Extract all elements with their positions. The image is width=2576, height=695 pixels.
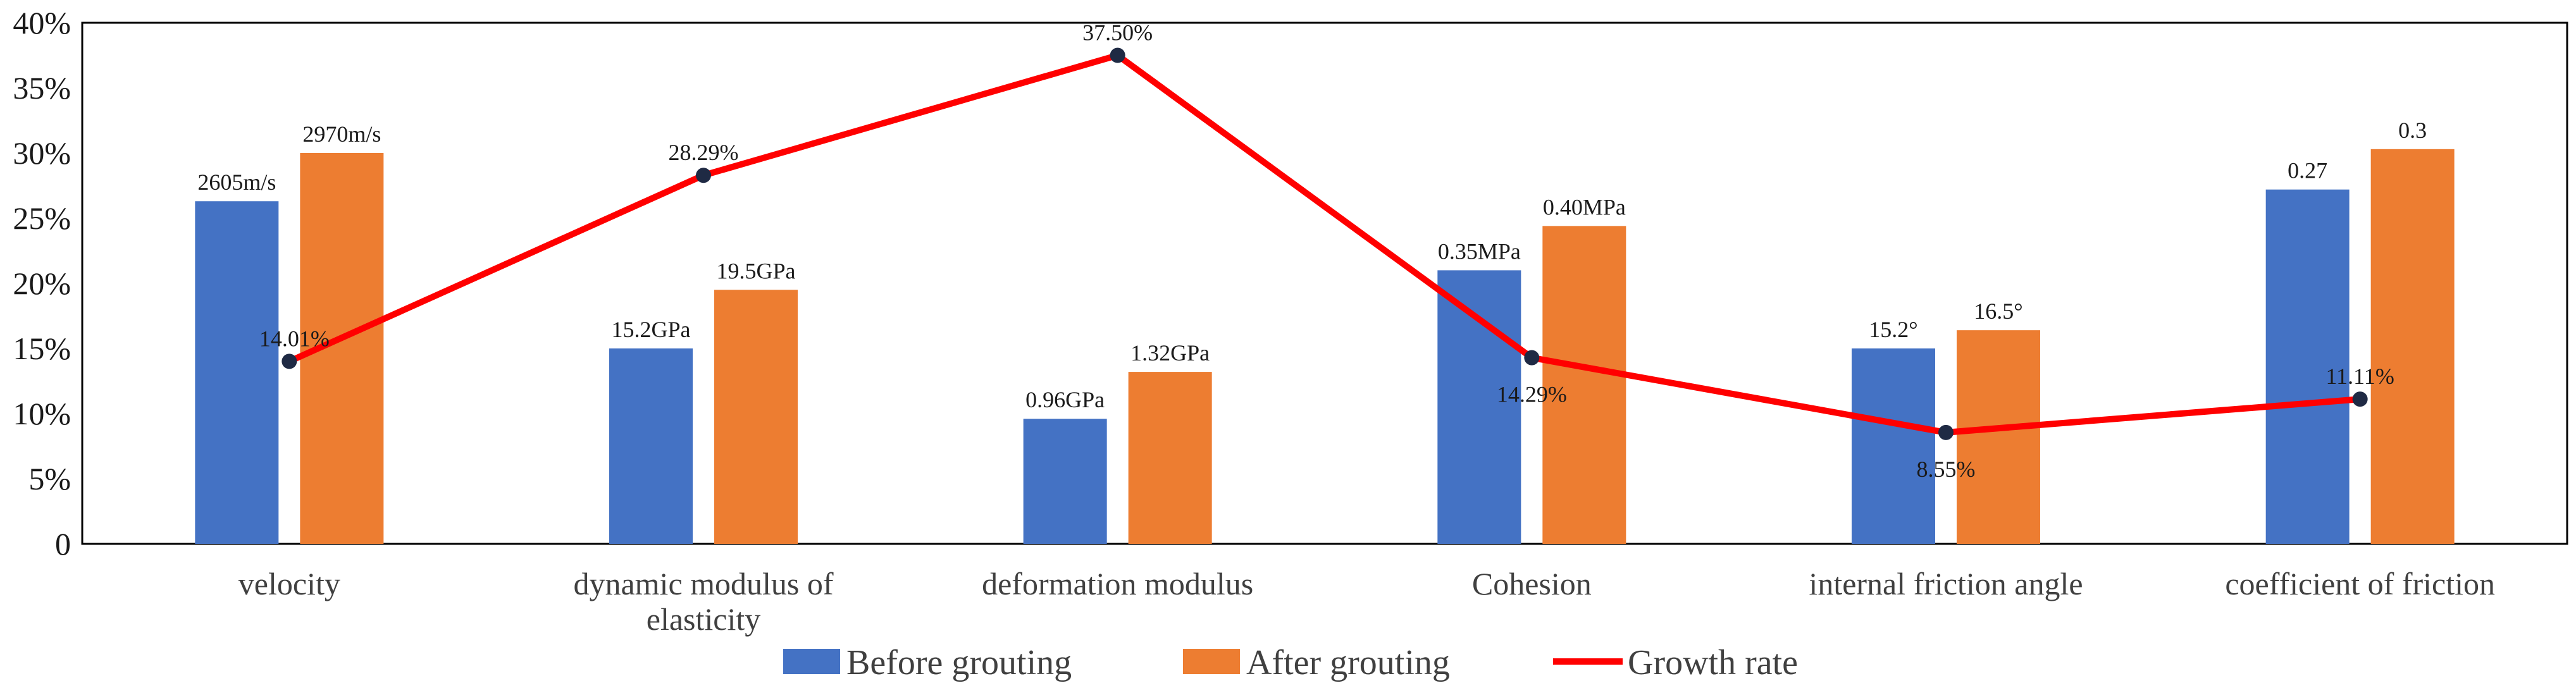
- bars: [195, 149, 2455, 544]
- y-tick-label: 30%: [13, 135, 71, 171]
- growth-rate-point: [2352, 391, 2368, 407]
- bar-value-label: 0.96GPa: [1025, 387, 1105, 412]
- bar-value-label: 2970m/s: [302, 121, 381, 147]
- y-tick-label: 15%: [13, 331, 71, 366]
- y-tick-label: 5%: [28, 461, 71, 496]
- bar-value-label: 1.32GPa: [1130, 340, 1210, 366]
- bar-value-label: 19.5GPa: [717, 258, 796, 283]
- bar-value-label: 15.2GPa: [612, 317, 691, 342]
- legend-growth-rate: Growth rate: [1553, 643, 1798, 682]
- y-tick-label: 35%: [13, 70, 71, 106]
- bar-before-4: [1852, 348, 1935, 544]
- growth-rate-point: [1524, 350, 1540, 366]
- category-label: velocity: [238, 566, 340, 601]
- category-label: coefficient of friction: [2225, 566, 2495, 601]
- plot-area: [81, 22, 2568, 545]
- growth-rate-label: 8.55%: [1917, 457, 1976, 482]
- category-label: internal friction angle: [1809, 566, 2083, 601]
- data-labels: 2605m/s 15.2GPa 0.96GPa 0.35MPa 15.2° 0.27 297…: [197, 20, 2427, 482]
- legend-label: Before grouting: [846, 643, 1072, 682]
- bar-before-3: [1437, 270, 1521, 544]
- y-tick-label: 40%: [13, 5, 71, 40]
- category-label: deformation modulus: [982, 566, 1253, 601]
- y-axis-ticks: 0 5% 10% 15% 20% 25% 30% 35% 40%: [13, 5, 71, 562]
- y-tick-label: 20%: [13, 266, 71, 301]
- category-label: Cohesion: [1472, 566, 1592, 601]
- y-tick-label: 10%: [13, 396, 71, 431]
- bar-after-4: [1957, 330, 2040, 544]
- bar-value-label: 16.5°: [1974, 298, 2022, 324]
- y-tick-label: 25%: [13, 200, 71, 236]
- bar-before-5: [2265, 189, 2350, 544]
- category-label: elasticity: [647, 601, 761, 637]
- legend-swatch: [1183, 649, 1240, 674]
- legend-after-grouting: After grouting: [1183, 643, 1450, 682]
- growth-rate-label: 14.29%: [1497, 382, 1567, 407]
- legend: Before grouting After grouting Growth rate: [783, 643, 1798, 682]
- growth-rate-label: 11.11%: [2326, 364, 2394, 389]
- bar-value-label: 0.35MPa: [1438, 238, 1521, 264]
- bar-after-5: [2370, 149, 2455, 544]
- bar-after-1: [714, 290, 798, 544]
- growth-rate-label: 28.29%: [669, 140, 739, 165]
- bar-after-3: [1542, 226, 1626, 544]
- bar-value-label: 0.3: [2398, 118, 2427, 143]
- bar-after-2: [1128, 372, 1212, 544]
- growth-rate-label: 14.01%: [259, 326, 330, 351]
- bar-value-label: 0.27: [2288, 158, 2327, 183]
- legend-label: Growth rate: [1628, 643, 1798, 682]
- y-tick-label: 0: [55, 526, 71, 562]
- growth-rate-point: [696, 168, 711, 183]
- growth-rate-label: 37.50%: [1082, 20, 1153, 46]
- growth-rate-line: [288, 52, 2361, 436]
- bar-before-2: [1023, 419, 1107, 544]
- legend-before-grouting: Before grouting: [783, 643, 1072, 682]
- growth-rate-point: [1110, 47, 1125, 63]
- bar-value-label: 15.2°: [1869, 317, 1917, 342]
- bar-value-label: 0.40MPa: [1543, 194, 1626, 219]
- legend-swatch: [783, 649, 840, 674]
- bar-before-1: [609, 348, 693, 544]
- bar-value-label: 2605m/s: [197, 169, 276, 195]
- growth-line: [282, 47, 2368, 440]
- category-label: dynamic modulus of: [573, 566, 833, 601]
- legend-label: After grouting: [1246, 643, 1450, 682]
- growth-rate-point: [1938, 424, 1954, 440]
- growth-rate-point: [282, 354, 297, 369]
- bar-before-0: [195, 201, 279, 544]
